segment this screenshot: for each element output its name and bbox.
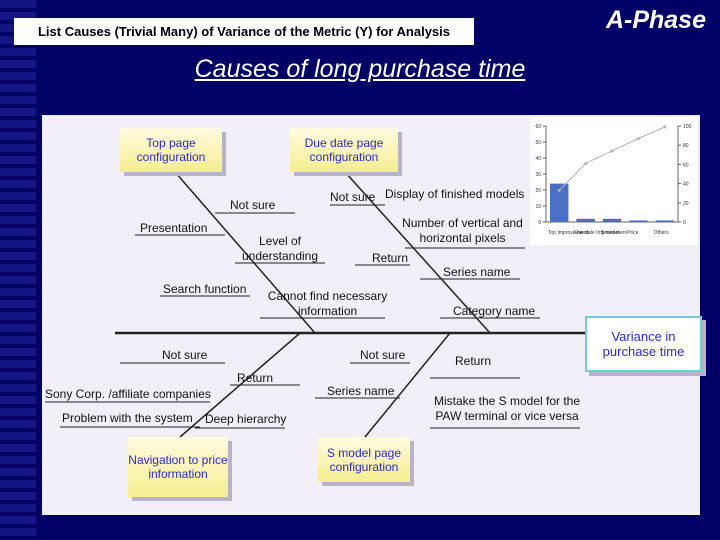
point [557, 188, 561, 192]
x-tick-label: Due date Improve-ment [574, 230, 627, 236]
cause-label: Mistake the S model for the PAW terminal… [433, 394, 581, 423]
y-tick-label: 30 [535, 172, 541, 178]
y-tick-label: 20 [535, 188, 541, 194]
cause-label: Deep hierarchy [205, 412, 287, 426]
cause-box: S model page configuration [318, 437, 410, 482]
point [636, 136, 640, 140]
cause-label: Return [372, 251, 409, 265]
bar [549, 183, 569, 222]
cause-label: Not sure [230, 198, 276, 212]
y-tick-label: 40 [535, 156, 541, 162]
cause-label: Not sure [162, 348, 208, 362]
y2-tick-label: 60 [683, 162, 689, 168]
x-tick-label: Others [654, 230, 670, 236]
cause-label: Sony Corp. /affiliate companies [45, 387, 211, 401]
y2-tick-label: 40 [683, 182, 689, 188]
x-tick-label: S model [601, 230, 619, 236]
bar [602, 218, 622, 222]
cause-label: Cannot find necessary information [267, 289, 388, 318]
y-tick-label: 60 [535, 124, 541, 130]
bar [629, 220, 648, 222]
y2-tick-label: 100 [683, 124, 692, 130]
bar [576, 218, 595, 222]
cause-label: Series name [443, 265, 511, 279]
cause-label: Problem with the system [62, 411, 193, 425]
point [610, 149, 614, 153]
y-tick-label: 10 [535, 204, 541, 210]
heading: List Causes (Trivial Many) of Variance o… [14, 18, 474, 45]
y2-tick-label: 20 [683, 201, 689, 207]
cause-label: Search function [163, 282, 247, 296]
cause-label: Number of vertical and horizontal pixels [402, 216, 523, 245]
y-tick-label: 50 [535, 140, 541, 146]
y-tick-label: 0 [538, 220, 541, 226]
chart-background [530, 117, 698, 245]
point [584, 161, 588, 165]
cause-label: Series name [327, 384, 395, 398]
cause-label: Return [237, 371, 274, 385]
x-tick-label: Price [627, 230, 639, 236]
phase: A-Phase [605, 6, 706, 34]
bar [655, 220, 675, 222]
cause-label: Presentation [140, 221, 208, 235]
border-pattern [0, 0, 36, 540]
point [663, 125, 667, 129]
cause-box: Top page configuration [120, 128, 222, 172]
cause-box: Navigation to price information [128, 437, 228, 497]
title: Causes of long purchase time [194, 55, 526, 83]
effect-box: Variance in purchase time [585, 316, 702, 372]
cause-label: Category name [453, 304, 536, 318]
y2-tick-label: 80 [683, 143, 689, 149]
cause-label: Not sure [330, 190, 376, 204]
cause-box: Due date page configuration [290, 128, 398, 172]
cause-label: Display of finished models [385, 187, 525, 201]
cause-label: Not sure [360, 348, 406, 362]
cause-label: Return [455, 354, 492, 368]
x-tick-label: Top Improve-ment [548, 230, 589, 236]
cause-label: Level of understanding [241, 234, 319, 263]
y2-tick-label: 0 [683, 220, 686, 226]
